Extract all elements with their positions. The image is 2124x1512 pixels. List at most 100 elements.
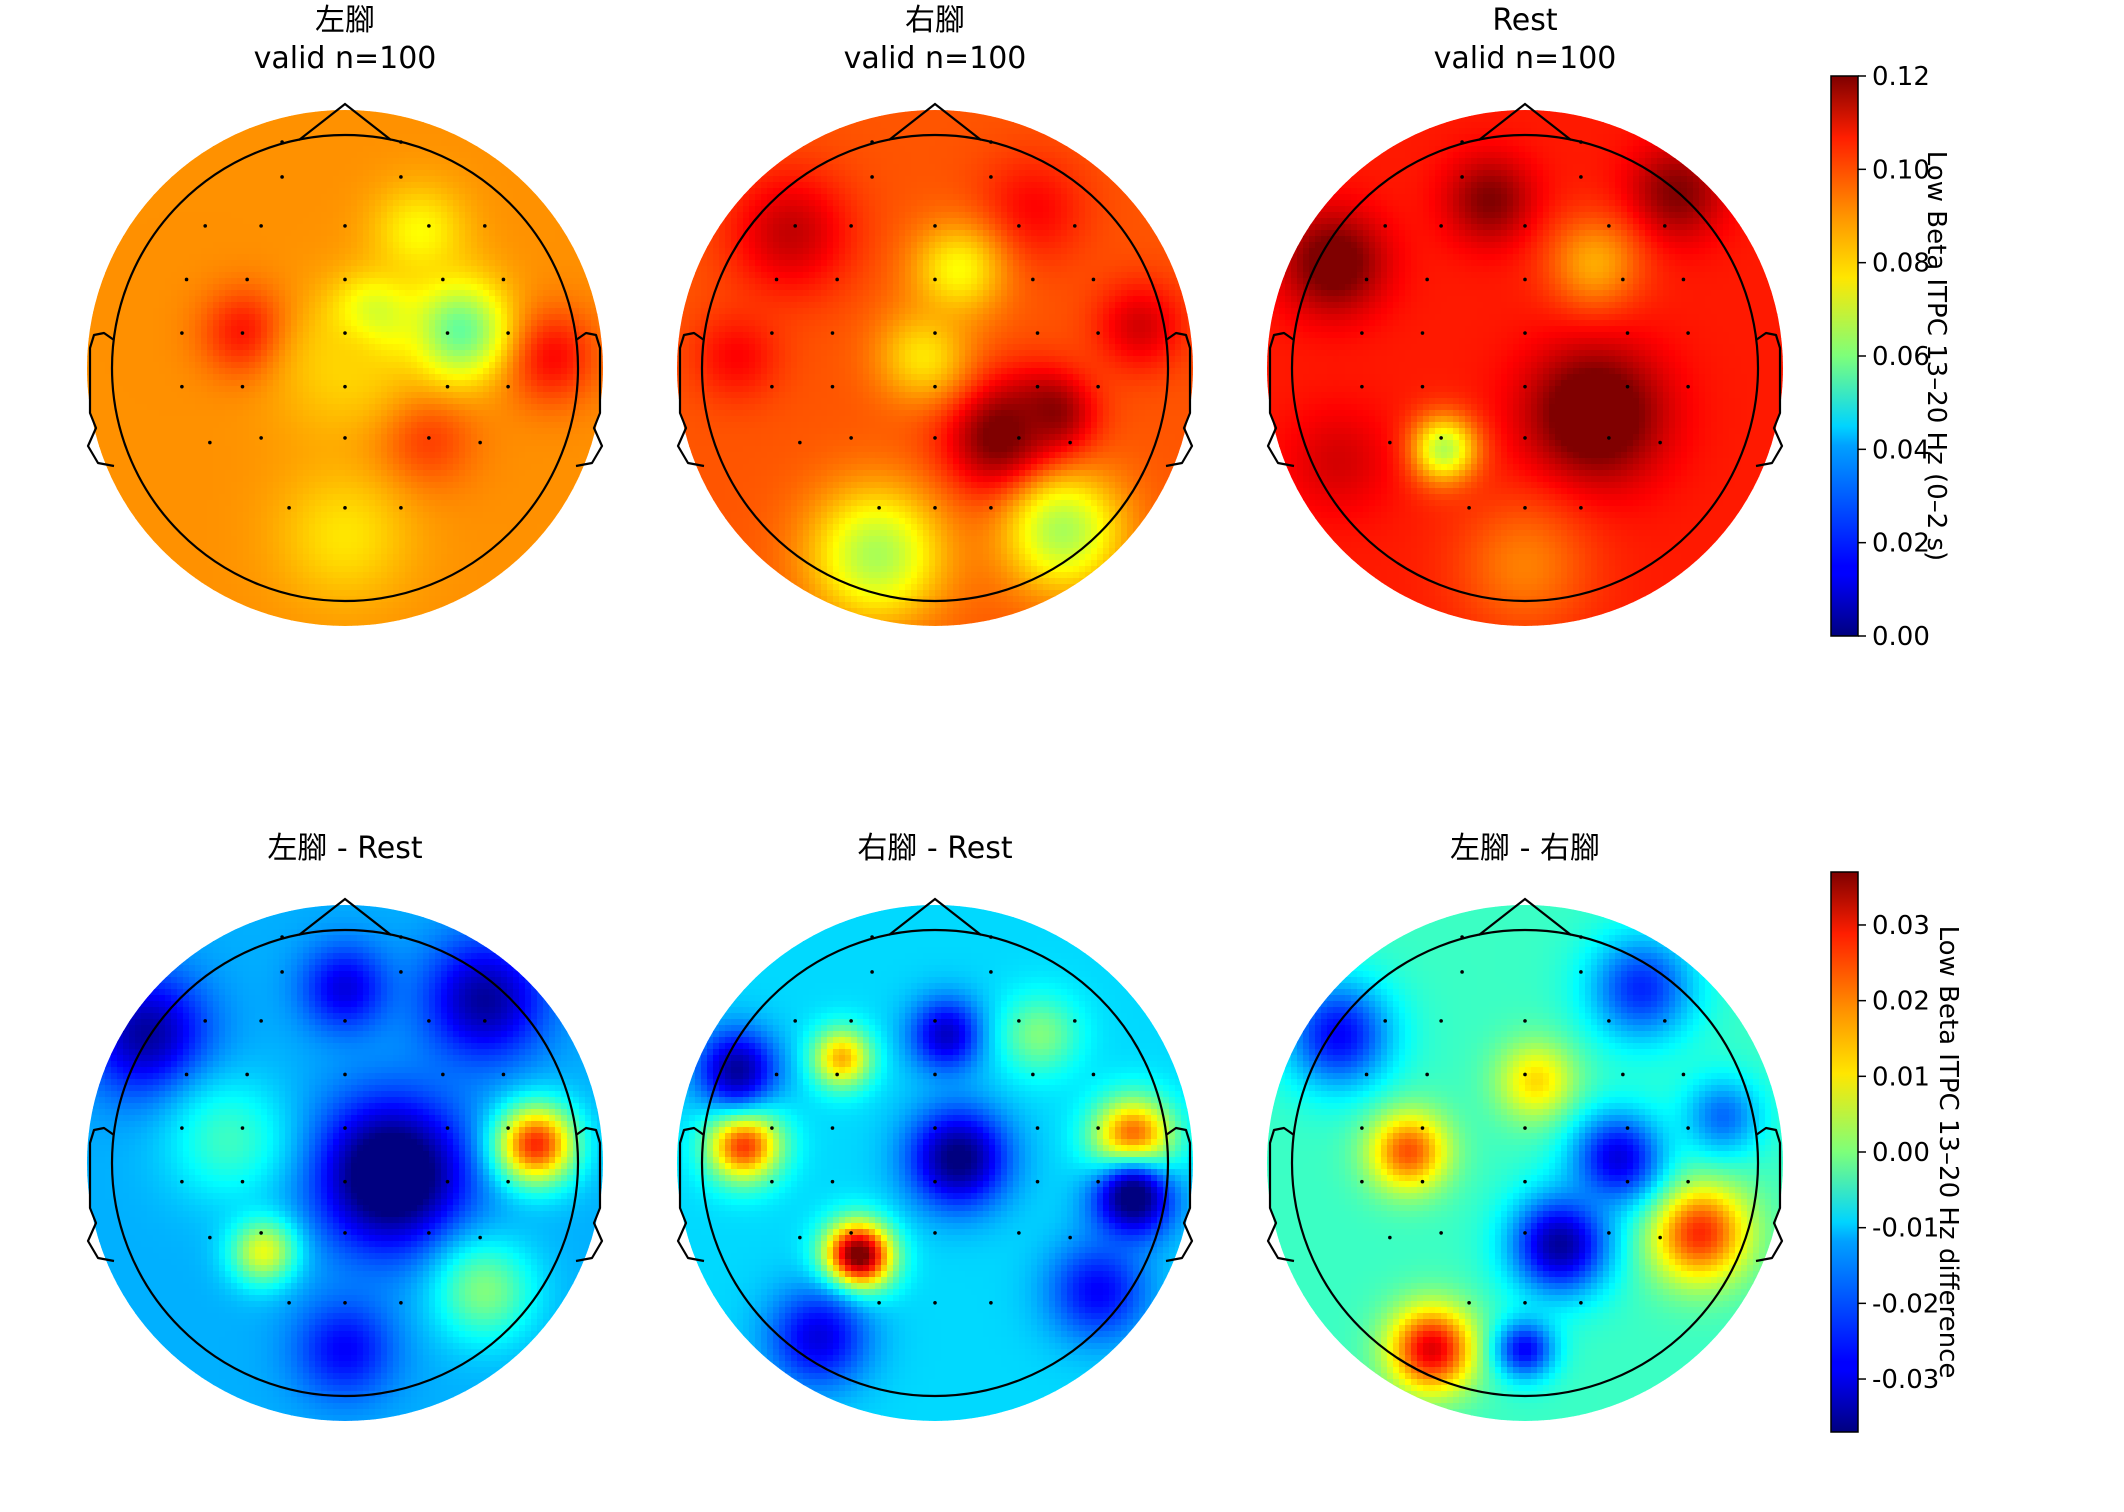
- panel-subtitle: valid n=100: [254, 41, 437, 76]
- colorbar-label: Low Beta ITPC 13–20 Hz (0–2 s): [1921, 151, 1951, 561]
- sensor-dot: [1364, 277, 1369, 282]
- sensor-dot: [1383, 1019, 1387, 1023]
- right-ear-outline: [575, 1126, 604, 1263]
- sensor-dot: [798, 440, 802, 445]
- panel-title: 右腳: [905, 3, 965, 38]
- sensor-dot: [989, 175, 993, 179]
- right-ear-outline: [1165, 1126, 1194, 1263]
- sensor-dot: [1607, 436, 1611, 440]
- sensor-dot: [483, 224, 487, 228]
- sensor-dot: [1035, 384, 1040, 389]
- sensor-dot: [933, 506, 937, 510]
- sensor-dot: [1658, 440, 1662, 445]
- sensor-dot: [506, 384, 510, 389]
- colorbar-tick-label: 0.03: [1872, 911, 1930, 941]
- sensor-dot: [1360, 331, 1364, 335]
- colorbar-tick-label: 0.04: [1872, 435, 1930, 465]
- sensor-dot: [849, 224, 853, 228]
- left-ear-outline: [86, 331, 115, 468]
- sensor-dot: [1035, 1126, 1040, 1130]
- sensor-dot: [1681, 1072, 1686, 1077]
- sensor-dot: [280, 140, 284, 144]
- panel-title: 左腳 - Rest: [267, 831, 422, 866]
- sensor-dot: [877, 506, 881, 510]
- sensor-dot: [1031, 277, 1035, 282]
- sensor-dot: [1579, 935, 1583, 939]
- sensor-markers: [770, 140, 1100, 510]
- panel-title: 左腳: [315, 3, 375, 38]
- sensor-dot: [1439, 436, 1443, 440]
- sensor-dot: [441, 277, 445, 282]
- sensor-dot: [1460, 970, 1464, 974]
- colorbar-tick-label: -0.03: [1872, 1365, 1939, 1395]
- sensor-dot: [1686, 1126, 1690, 1130]
- colorbar-tick-label: 0.02: [1872, 987, 1930, 1017]
- sensor-dot: [1091, 277, 1096, 282]
- sensor-dot: [1383, 224, 1387, 228]
- sensor-dot: [180, 331, 184, 335]
- sensor-dot: [399, 175, 403, 179]
- sensor-dot: [1686, 384, 1690, 389]
- sensor-dot: [933, 1301, 937, 1305]
- sensor-dot: [1017, 1231, 1021, 1235]
- sensor-dot: [1523, 436, 1527, 440]
- topomap-field: [677, 905, 1193, 1421]
- sensor-dot: [1017, 1019, 1021, 1023]
- right-ear-outline: [575, 331, 604, 468]
- sensor-dot: [1364, 1072, 1369, 1077]
- head-circle: [110, 133, 580, 603]
- sensor-dot: [989, 506, 993, 510]
- sensor-dot: [870, 175, 874, 179]
- left-ear-outline: [676, 331, 705, 468]
- panel-title: 右腳 - Rest: [857, 831, 1012, 866]
- panel-title: Rest: [1492, 3, 1558, 38]
- sensor-dot: [287, 506, 291, 510]
- sensor-dot: [343, 224, 347, 228]
- sensor-dot: [208, 1235, 212, 1240]
- sensor-dot: [1439, 1231, 1443, 1235]
- sensor-dot: [933, 1019, 937, 1023]
- sensor-dot: [989, 1301, 993, 1305]
- sensor-dot: [1068, 440, 1072, 445]
- sensor-dot: [849, 1231, 853, 1235]
- sensor-dot: [1579, 1301, 1583, 1305]
- sensor-dot: [1388, 1235, 1392, 1240]
- sensor-dot: [798, 1235, 802, 1240]
- sensor-dot: [343, 1301, 347, 1305]
- sensor-dot: [441, 1072, 445, 1077]
- colorbar-tick-label: 0.02: [1872, 529, 1930, 559]
- sensor-dot: [1579, 970, 1583, 974]
- left-ear-outline: [1266, 331, 1295, 468]
- head-outline: [86, 897, 604, 1398]
- head-outline: [676, 897, 1194, 1398]
- sensor-dot: [1460, 935, 1464, 939]
- sensor-dot: [1017, 224, 1021, 228]
- sensor-dot: [1579, 175, 1583, 179]
- nose-outline: [1478, 102, 1572, 141]
- sensor-dot: [427, 224, 431, 228]
- sensor-dot: [245, 277, 249, 282]
- sensor-dot: [501, 277, 506, 282]
- topomap-panel-4: 左腳 - Rest: [86, 831, 604, 1421]
- sensor-dot: [1031, 1072, 1035, 1077]
- sensor-dot: [774, 1072, 779, 1077]
- sensor-dot: [343, 1231, 347, 1235]
- left-ear-outline: [676, 1126, 705, 1263]
- sensor-dot: [1625, 384, 1630, 389]
- sensor-dot: [1523, 277, 1527, 282]
- sensor-dot: [245, 1072, 249, 1077]
- sensor-dot: [506, 331, 510, 335]
- sensor-dot: [1523, 1179, 1527, 1184]
- sensor-dot: [1467, 1301, 1471, 1305]
- topomap-field: [87, 905, 603, 1421]
- sensor-dot: [770, 1179, 774, 1184]
- nose-outline: [1478, 897, 1572, 936]
- sensor-dot: [849, 1019, 853, 1023]
- sensor-dot: [399, 970, 403, 974]
- sensor-dot: [1035, 331, 1040, 335]
- sensor-dot: [1096, 1126, 1100, 1130]
- sensor-dot: [399, 1301, 403, 1305]
- sensor-dot: [343, 1019, 347, 1023]
- head-circle: [1290, 928, 1760, 1398]
- sensor-dot: [793, 1019, 797, 1023]
